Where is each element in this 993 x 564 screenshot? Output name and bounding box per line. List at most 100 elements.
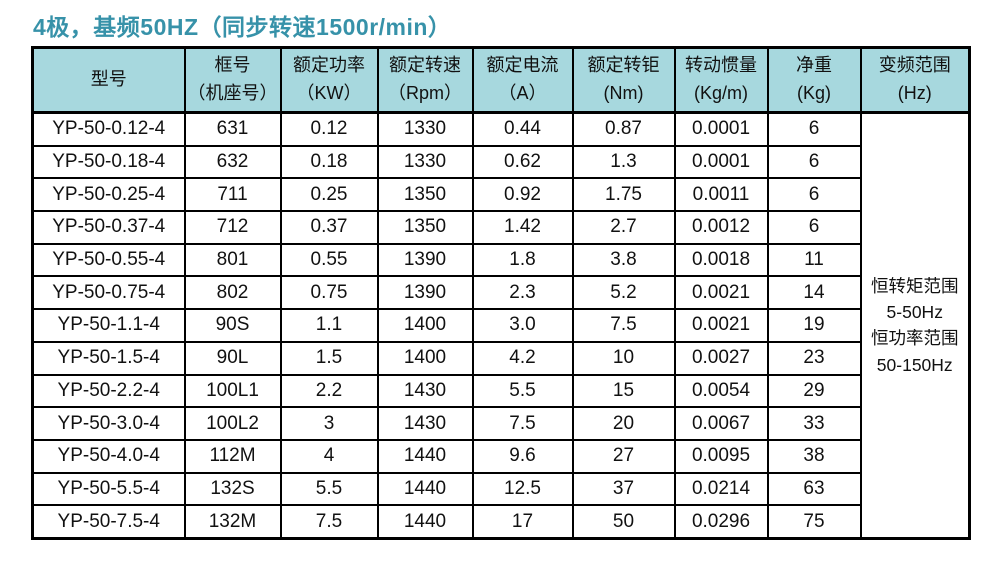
table-cell: 0.0214	[673, 471, 769, 507]
table-cell: 5.5	[471, 373, 574, 409]
table-cell: 0.0067	[673, 406, 769, 441]
table-cell: 0.37	[279, 210, 379, 245]
table-cell: 1430	[376, 406, 474, 441]
frequency-range-line: 恒功率范围	[871, 328, 959, 349]
table-cell: 100L1	[183, 373, 282, 409]
table-cell: 1.75	[571, 177, 676, 213]
table-cell: 19	[766, 308, 862, 343]
header-line1: 转动惯量	[685, 55, 757, 76]
table-cell: 1400	[376, 308, 474, 343]
table-cell: YP-50-5.5-4	[31, 471, 186, 507]
table-cell: 0.0021	[673, 308, 769, 343]
table-cell: 23	[766, 340, 862, 376]
table-cell: YP-50-3.0-4	[31, 406, 186, 441]
table-cell: 90L	[183, 340, 282, 376]
header-row: 型号 框号 （机座号） 额定功率 （KW） 额定转速 （Rpm） 额定电流 （A） 额定转钜 (Nm…	[31, 46, 971, 114]
table-cell: 0.75	[279, 275, 379, 311]
table-cell: YP-50-0.12-4	[31, 111, 186, 147]
table-row: YP-50-0.55-4 801 0.55 1390 1.8 3.8 0.0018 11	[31, 242, 970, 278]
table-cell: 1440	[376, 471, 474, 507]
header-line2: (Kg/m)	[694, 83, 748, 103]
header-line2: （机座号）	[187, 83, 278, 103]
table-cell: 29	[766, 373, 862, 409]
header-line1: 框号	[214, 55, 251, 76]
header-line1: 额定功率	[293, 55, 365, 76]
column-header-6: 额定转钜 (Nm)	[571, 46, 676, 114]
header-line1: 净重	[796, 55, 832, 76]
column-header-3: 额定功率 （KW）	[279, 46, 379, 114]
table-cell: 1390	[376, 242, 474, 278]
table-cell: 6	[766, 144, 862, 180]
header-line2: （A）	[498, 83, 547, 103]
table-cell: 0.0296	[673, 504, 769, 540]
column-header-4: 额定转速 （Rpm）	[376, 46, 474, 114]
table-cell: 1390	[376, 275, 474, 311]
table-cell: 1430	[376, 373, 474, 409]
table-cell: 632	[183, 144, 282, 180]
table-row: YP-50-1.5-4 90L 1.5 1400 4.2 10 0.0027 23	[31, 340, 970, 376]
table-cell: 1330	[376, 111, 474, 147]
table-cell: 6	[766, 111, 862, 147]
frequency-range-line: 5-50Hz	[886, 302, 943, 323]
table-cell: 4	[279, 438, 379, 474]
table-row: YP-50-7.5-4 132M 7.5 1440 17 50 0.0296 75	[31, 504, 970, 540]
table-cell: 14	[766, 275, 862, 311]
table-cell: 50	[571, 504, 676, 540]
column-header-8: 净重 (Kg)	[766, 46, 862, 114]
table-row: YP-50-0.12-4 631 0.12 1330 0.44 0.87 0.0001 6 恒转…	[31, 111, 971, 540]
table-cell: 9.6	[471, 438, 574, 474]
table-cell: 0.0021	[673, 275, 769, 311]
header-line1: 额定转速	[389, 55, 461, 76]
table-cell: YP-50-1.5-4	[31, 340, 186, 376]
table-cell: 17	[471, 504, 574, 540]
table-cell: YP-50-0.25-4	[31, 177, 186, 213]
table-cell: 2.7	[571, 210, 676, 245]
table-body: YP-50-0.12-4 631 0.12 1330 0.44 0.87 0.0001 6 恒转…	[31, 111, 971, 540]
table-cell: 12.5	[471, 471, 574, 507]
table-cell: 6	[766, 177, 862, 213]
header-line2: (Hz)	[897, 83, 932, 103]
table-cell: 0.25	[279, 177, 379, 213]
table-cell: YP-50-1.1-4	[31, 308, 186, 343]
table-cell: 11	[766, 242, 862, 278]
table-cell: 15	[571, 373, 676, 409]
table-row: YP-50-0.37-4 712 0.37 1350 1.42 2.7 0.0012 6	[31, 210, 970, 245]
table-cell: 7.5	[471, 406, 574, 441]
header-line1: 额定电流	[486, 55, 559, 76]
frequency-range-cell: 恒转矩范围 5-50Hz 恒功率范围 50-150Hz	[859, 111, 971, 540]
table-cell: 0.0054	[673, 373, 769, 409]
table-cell: 100L2	[183, 406, 282, 441]
header-line2: （Rpm）	[387, 83, 462, 103]
table-cell: 0.0095	[673, 438, 769, 474]
table-cell: 7.5	[571, 308, 676, 343]
table-cell: YP-50-2.2-4	[31, 373, 186, 409]
table-cell: 2.2	[279, 373, 379, 409]
header-line2: （KW）	[296, 83, 362, 103]
table-cell: 20	[571, 406, 676, 441]
table-cell: 1440	[376, 504, 474, 540]
table-cell: 1350	[376, 210, 474, 245]
table-cell: 90S	[183, 308, 282, 343]
table-cell: 6	[766, 210, 862, 245]
table-cell: 3.0	[471, 308, 574, 343]
table-cell: 0.44	[471, 111, 574, 147]
motor-spec-table: 型号 框号 （机座号） 额定功率 （KW） 额定转速 （Rpm） 额定电流 （A） 额定转钜 (Nm…	[31, 46, 971, 540]
table-cell: 0.92	[471, 177, 574, 213]
table-cell: 4.2	[471, 340, 574, 376]
table-cell: 5.2	[571, 275, 676, 311]
table-row: YP-50-4.0-4 112M 4 1440 9.6 27 0.0095 38	[31, 438, 970, 474]
table-row: YP-50-1.1-4 90S 1.1 1400 3.0 7.5 0.0021 19	[31, 308, 970, 343]
table-cell: 3	[279, 406, 379, 441]
table-cell: 2.3	[471, 275, 574, 311]
table-cell: 631	[183, 111, 282, 147]
header-line2: (Nm)	[603, 83, 644, 103]
table-cell: 63	[766, 471, 862, 507]
table-cell: 112M	[183, 438, 282, 474]
header-line1: 变频范围	[878, 55, 951, 76]
table-cell: 1.1	[279, 308, 379, 343]
table-cell: 801	[183, 242, 282, 278]
table-cell: 0.0011	[673, 177, 769, 213]
table-cell: 1440	[376, 438, 474, 474]
table-cell: 712	[183, 210, 282, 245]
table-cell: 802	[183, 275, 282, 311]
